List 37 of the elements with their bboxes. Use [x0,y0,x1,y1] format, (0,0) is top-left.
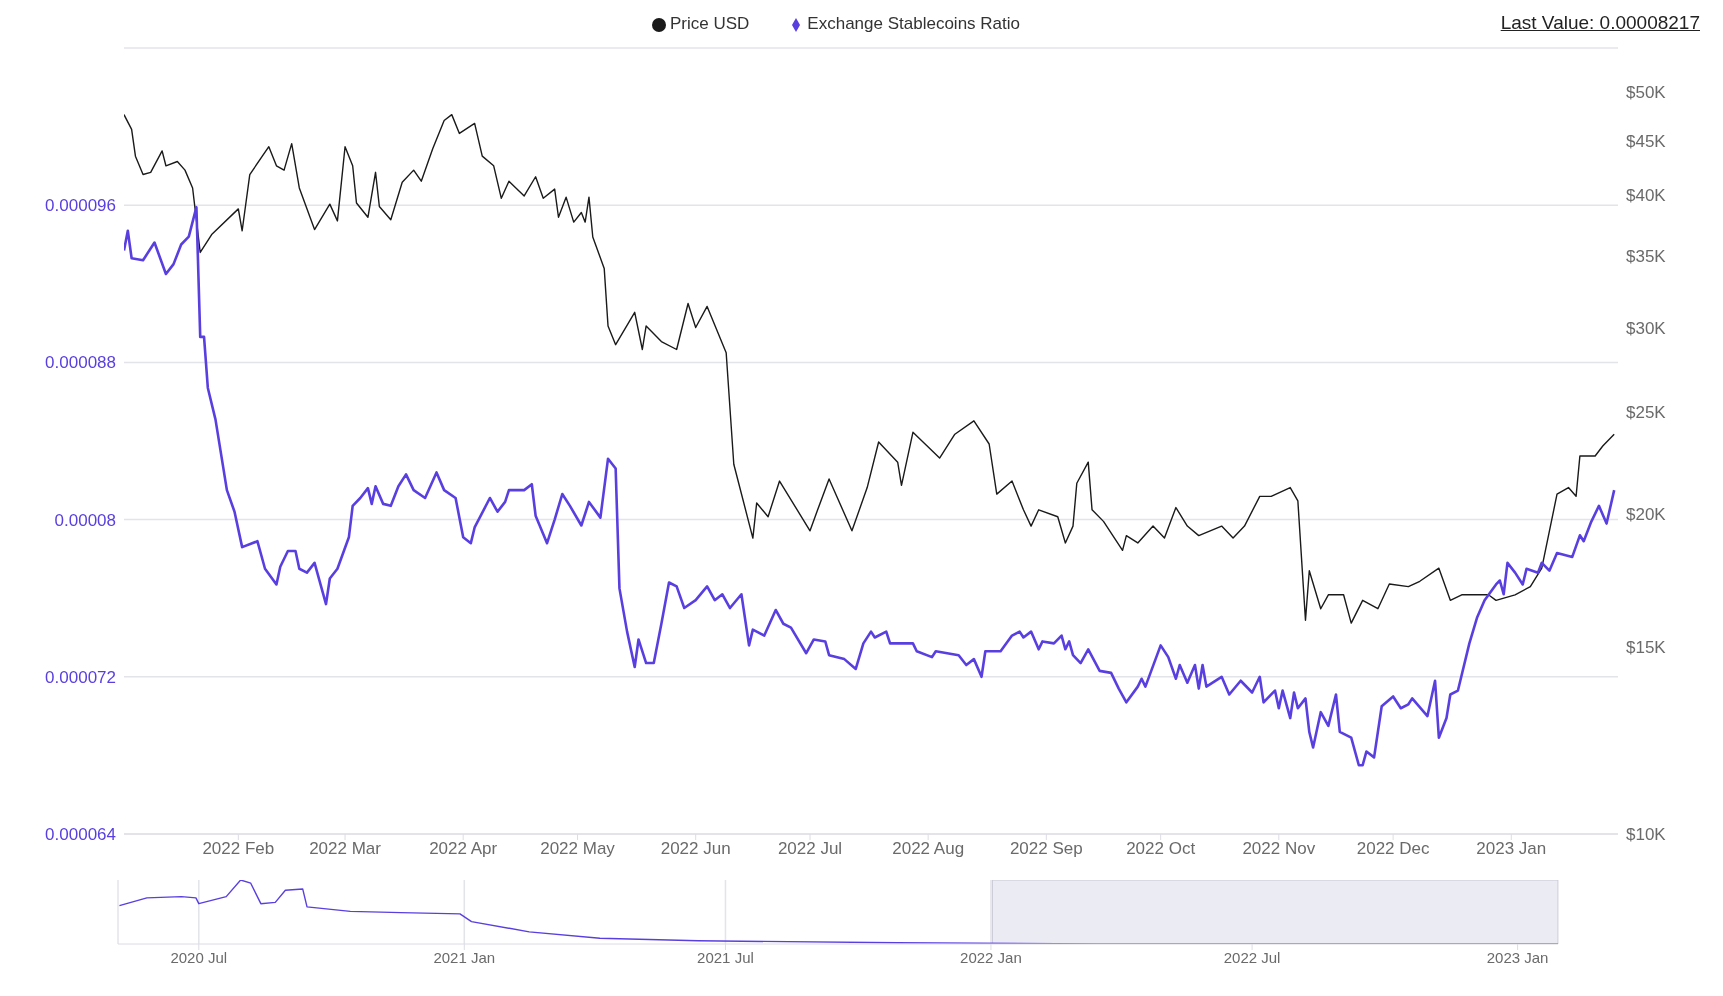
y2-tick-label: $15K [1626,638,1667,658]
x-tick-label: 2021 Jan [433,948,496,966]
y2-tick-label: $40K [1626,185,1667,205]
legend-label: Price USD [670,14,750,33]
line-series [124,205,1616,767]
line-series [124,113,1615,624]
y-tick-label: 0.000064 [45,825,116,845]
x-tick-label: 2022 Mar [309,839,382,859]
y2-tick-label: $25K [1626,402,1667,422]
x-tick-label: 2022 Jun [660,839,731,859]
x-tick-label: 2022 Aug [892,839,965,859]
y-tick-label: 0.000088 [45,353,116,373]
x-tick-label: 2022 Jan [960,948,1022,966]
x-tick-label: 2022 Nov [1242,839,1316,859]
x-tick-label: 2022 Sep [1009,839,1083,859]
y-tick-label: 0.000096 [45,196,116,216]
y2-tick-label: $45K [1626,131,1667,151]
x-tick-label: 2022 Apr [429,839,498,859]
y-tick-label: 0.000072 [45,667,116,687]
y2-tick-label: $30K [1626,318,1667,338]
y2-tick-label: $35K [1626,247,1667,267]
y2-tick-label: $50K [1626,82,1667,102]
x-tick-label: 2022 Jul [777,839,843,859]
y-tick-label: 0.00008 [54,510,116,530]
x-tick-label: 2022 Dec [1356,839,1431,859]
y2-tick-label: $20K [1626,505,1667,525]
x-tick-label: 2023 Jan [1486,948,1549,966]
x-tick-label: 2022 May [540,839,616,859]
text: Last Value: 0.00008217 [1500,12,1700,34]
x-tick-label: 2021 Jul [697,948,754,966]
x-tick-label: 2020 Jul [170,948,228,966]
x-tick-label: 2022 Oct [1126,839,1196,859]
legend-label: Exchange Stablecoins Ratio [807,14,1020,33]
x-tick-label: 2022 Jul [1223,948,1281,966]
x-tick-label: 2022 Feb [202,839,275,859]
x-tick-label: 2023 Jan [1476,839,1547,859]
y2-tick-label: $10K [1626,825,1667,845]
